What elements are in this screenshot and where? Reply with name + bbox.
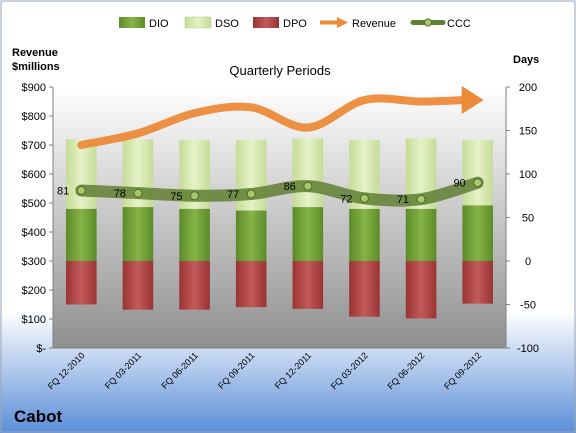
ccc-point-4 [303, 181, 313, 191]
company-name: Cabot [14, 407, 63, 426]
legend-label-ccc: CCC [447, 18, 471, 30]
ccc-point-1 [133, 188, 143, 198]
legend-arrow-revenue [337, 17, 348, 28]
y-right-tick-2: 0 [525, 256, 531, 268]
bar-dpo-1 [122, 261, 154, 310]
y-left-title-line1: Revenue [12, 47, 58, 59]
revenue-arrowhead [461, 86, 484, 115]
y-left-tick-4: $400 [22, 227, 46, 239]
ccc-point-7 [473, 178, 483, 188]
ccc-data-label-3: 77 [227, 189, 239, 201]
bar-dpo-2 [179, 261, 210, 310]
y-right-tick-6: 200 [519, 82, 537, 94]
lines-layer: 81 78 75 77 86 72 71 90 [57, 86, 484, 207]
legend-marker-ccc [424, 18, 432, 27]
chart-title: Quarterly Periods [229, 63, 331, 78]
legend-label-dpo: DPO [283, 18, 307, 30]
ccc-point-0 [76, 186, 86, 196]
ccc-point-3 [246, 189, 256, 199]
legend-swatch-dso [184, 16, 212, 29]
y-right-tick-5: 150 [519, 126, 537, 138]
ccc-data-label-7: 90 [453, 178, 465, 190]
y-left-tick-8: $800 [22, 111, 46, 123]
legend-label-dio: DIO [149, 18, 169, 30]
bar-dio-5 [349, 208, 380, 261]
bar-dio-3 [235, 210, 267, 261]
y-left-tick-1: $100 [22, 314, 46, 326]
legend-swatch-dpo [253, 17, 279, 28]
bar-dio-1 [122, 207, 154, 261]
legend-swatch-dio [119, 17, 145, 28]
ccc-data-label-0: 81 [57, 186, 69, 198]
revenue-line [77, 94, 470, 149]
ccc-data-label-5: 72 [340, 193, 352, 205]
y-left-tick-6: $600 [22, 169, 46, 181]
bar-dpo-6 [405, 261, 437, 319]
bar-dio-7 [462, 205, 493, 261]
bar-dpo-5 [349, 261, 380, 317]
ccc-point-5 [359, 193, 369, 203]
bar-dpo-3 [235, 261, 267, 308]
legend-label-dso: DSO [215, 18, 239, 30]
bar-dio-6 [405, 208, 437, 261]
y-left-tick-3: $300 [22, 256, 46, 268]
ccc-line [75, 176, 484, 207]
bar-dpo-0 [66, 261, 97, 305]
bar-dpo-7 [462, 261, 493, 304]
ccc-data-label-1: 78 [114, 188, 126, 200]
bar-dso-0 [66, 139, 97, 209]
plot-area [53, 87, 506, 348]
ccc-point-6 [416, 194, 426, 204]
ccc-data-label-6: 71 [397, 194, 409, 206]
bar-dio-4 [292, 207, 324, 261]
y-left-tick-2: $200 [22, 285, 46, 297]
y-left-title-line2: $millions [12, 61, 60, 73]
bar-dpo-4 [292, 261, 324, 309]
y-left-tick-7: $700 [22, 140, 46, 152]
bar-dso-4 [292, 138, 324, 208]
y-left-tick-0: $- [36, 343, 46, 355]
y-right-title: Days [513, 54, 539, 66]
ccc-data-label-4: 86 [284, 181, 296, 193]
y-left-tick-5: $500 [22, 198, 46, 210]
bar-dio-0 [66, 208, 97, 261]
ccc-point-2 [190, 191, 200, 201]
y-right-tick-4: 100 [519, 169, 537, 181]
y-left-tick-9: $900 [22, 82, 46, 94]
y-right-tick-3: 50 [522, 213, 534, 225]
legend: DIO DSO DPO Revenue CCC [119, 16, 471, 30]
ccc-data-label-2: 75 [170, 191, 182, 203]
y-right-tick-0: -100 [517, 343, 539, 355]
legend-label-revenue: Revenue [352, 18, 396, 30]
y-right-tick-1: -50 [520, 300, 536, 312]
bar-dio-2 [179, 208, 210, 261]
bar-dso-7 [462, 140, 493, 206]
